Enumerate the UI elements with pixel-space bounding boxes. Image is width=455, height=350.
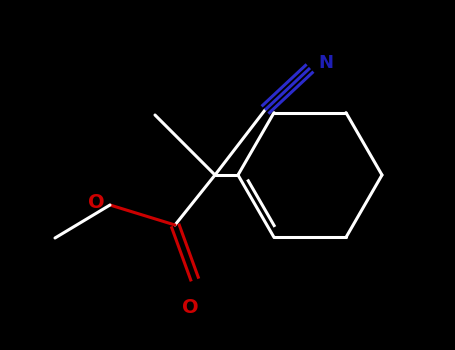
Text: O: O: [182, 298, 198, 317]
Text: N: N: [318, 54, 333, 72]
Text: O: O: [88, 194, 104, 212]
